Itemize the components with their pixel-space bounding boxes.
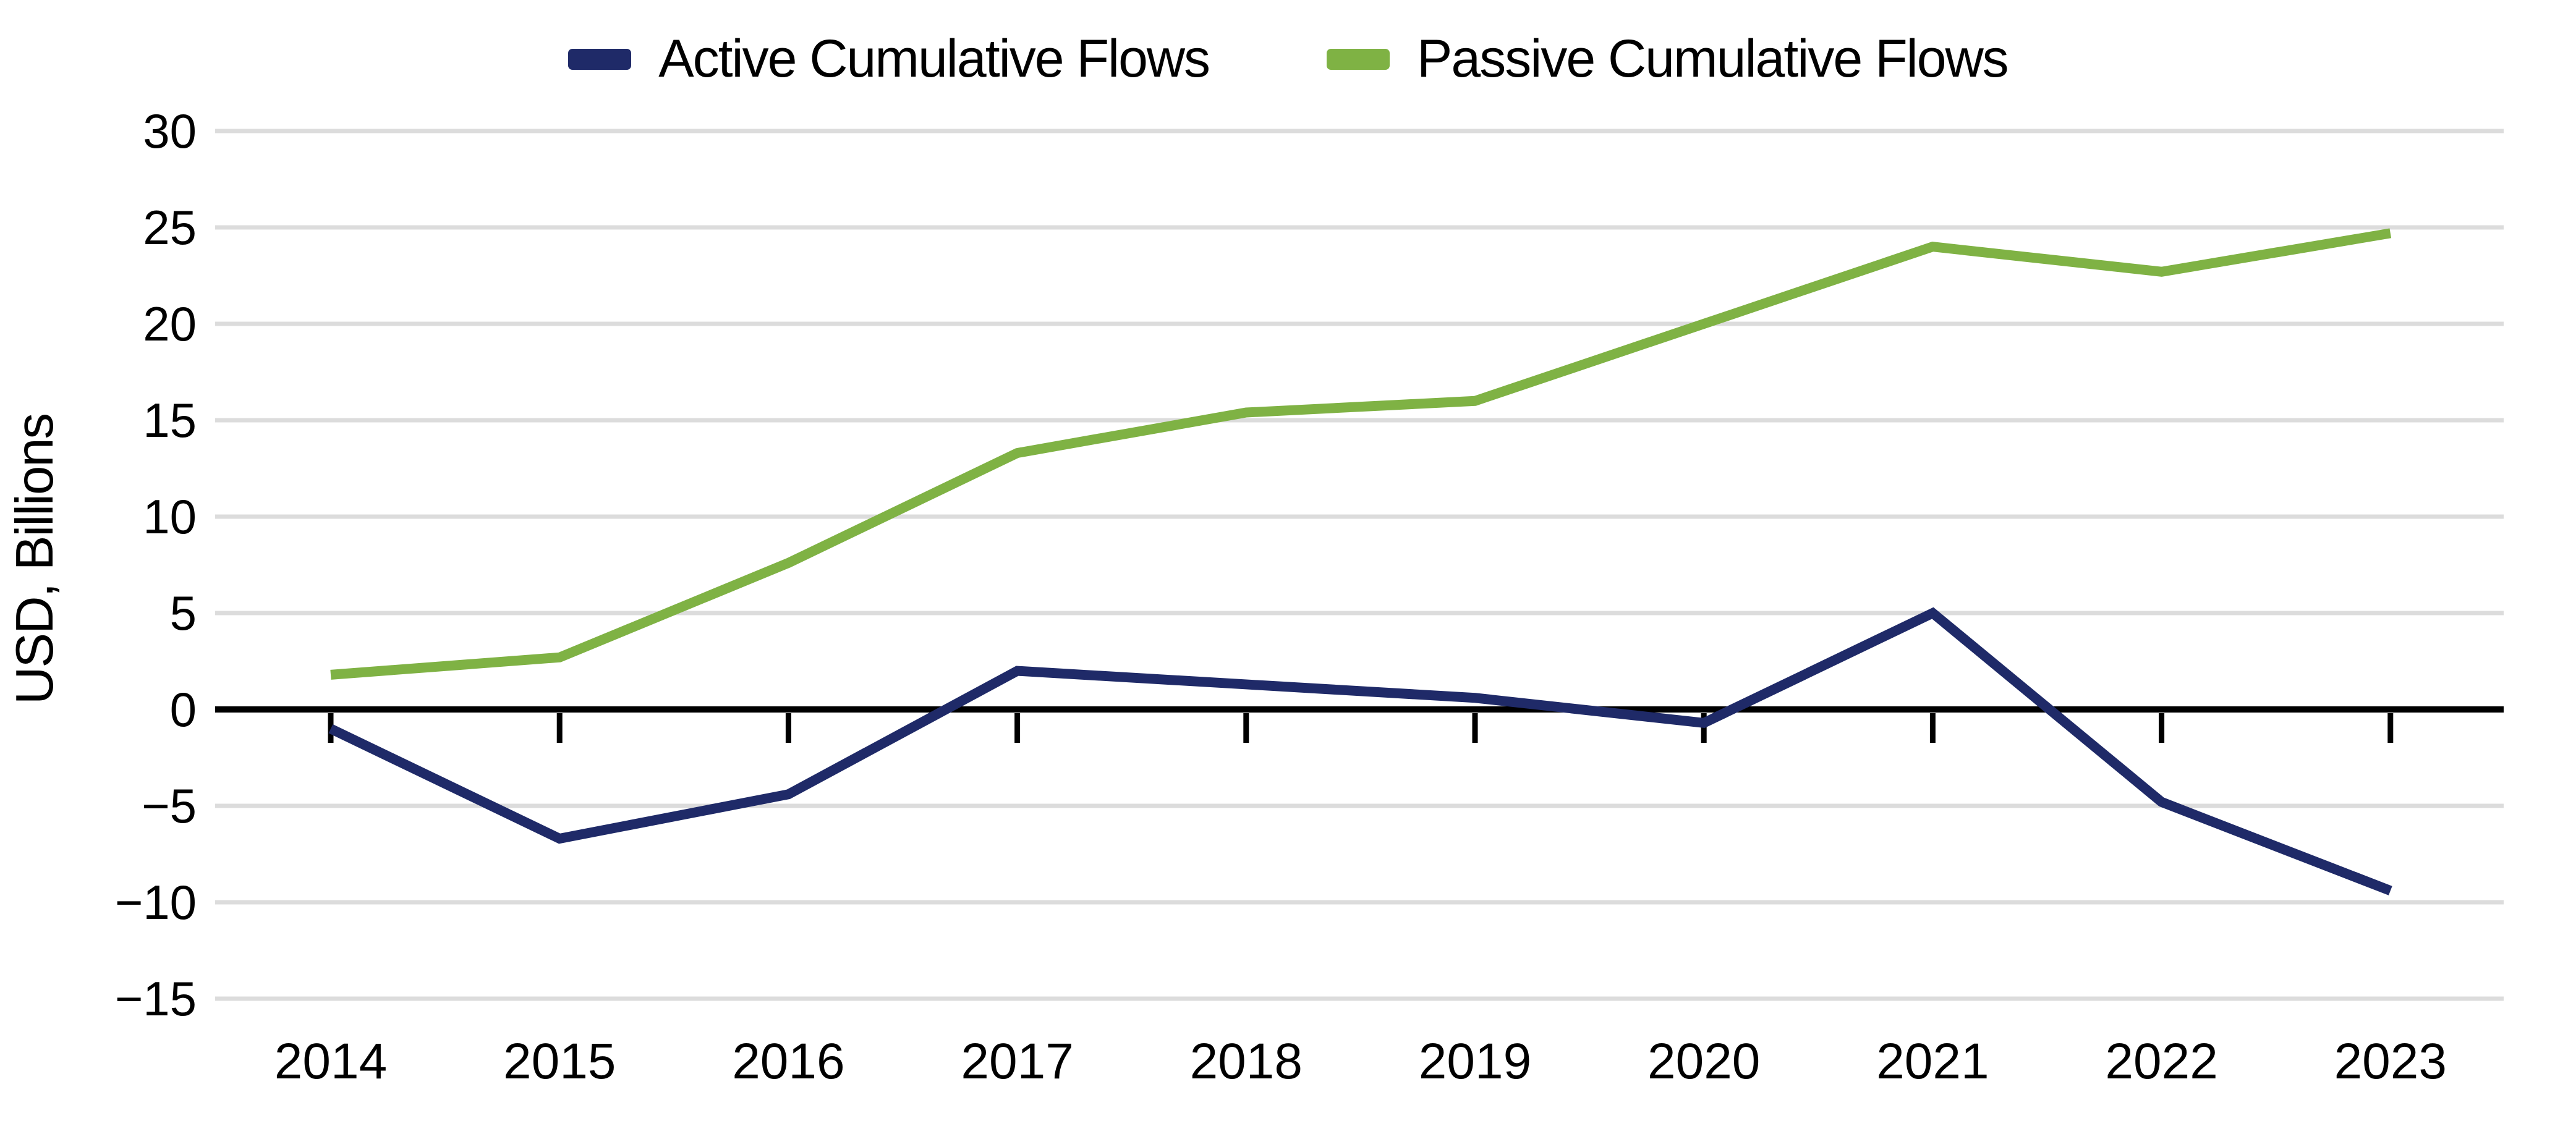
x-tick-label: 2022	[2105, 1033, 2217, 1090]
x-tick-label: 2019	[1419, 1033, 1531, 1090]
passive-series-label: Passive Cumulative Flows	[1417, 29, 2009, 88]
legend-item-active: Active Cumulative Flows	[568, 28, 1210, 90]
y-tick-label: −5	[142, 779, 197, 833]
y-tick-label: −15	[115, 971, 197, 1026]
x-tick-label: 2021	[1876, 1033, 1989, 1090]
y-tick-label: 25	[143, 200, 197, 255]
active-series-line	[328, 607, 2392, 895]
x-tick-label: 2023	[2334, 1033, 2447, 1090]
y-tick-label: 20	[143, 297, 197, 351]
x-tick-label: 2017	[961, 1033, 1073, 1090]
x-tick-label: 2016	[732, 1033, 844, 1090]
y-tick-label: 10	[143, 489, 197, 544]
active-series-swatch	[568, 48, 632, 70]
active-series-label: Active Cumulative Flows	[658, 29, 1210, 88]
x-tick-label: 2018	[1190, 1033, 1303, 1090]
y-tick-label: 5	[170, 586, 197, 640]
passive-series-swatch	[1327, 48, 1390, 70]
x-tick-label: 2015	[503, 1033, 616, 1090]
x-tick-label: 2014	[274, 1033, 387, 1090]
y-tick-label: −10	[115, 875, 197, 929]
y-tick-label: 15	[143, 393, 197, 447]
x-tick-label: 2020	[1647, 1033, 1760, 1090]
y-axis-title: USD, Billions	[6, 414, 64, 705]
y-tick-label: 30	[143, 104, 197, 158]
y-tick-label: 0	[170, 682, 197, 737]
passive-series-line	[330, 228, 2392, 680]
legend-item-passive: Passive Cumulative Flows	[1327, 28, 2009, 90]
legend: Active Cumulative Flows Passive Cumulati…	[0, 28, 2576, 90]
